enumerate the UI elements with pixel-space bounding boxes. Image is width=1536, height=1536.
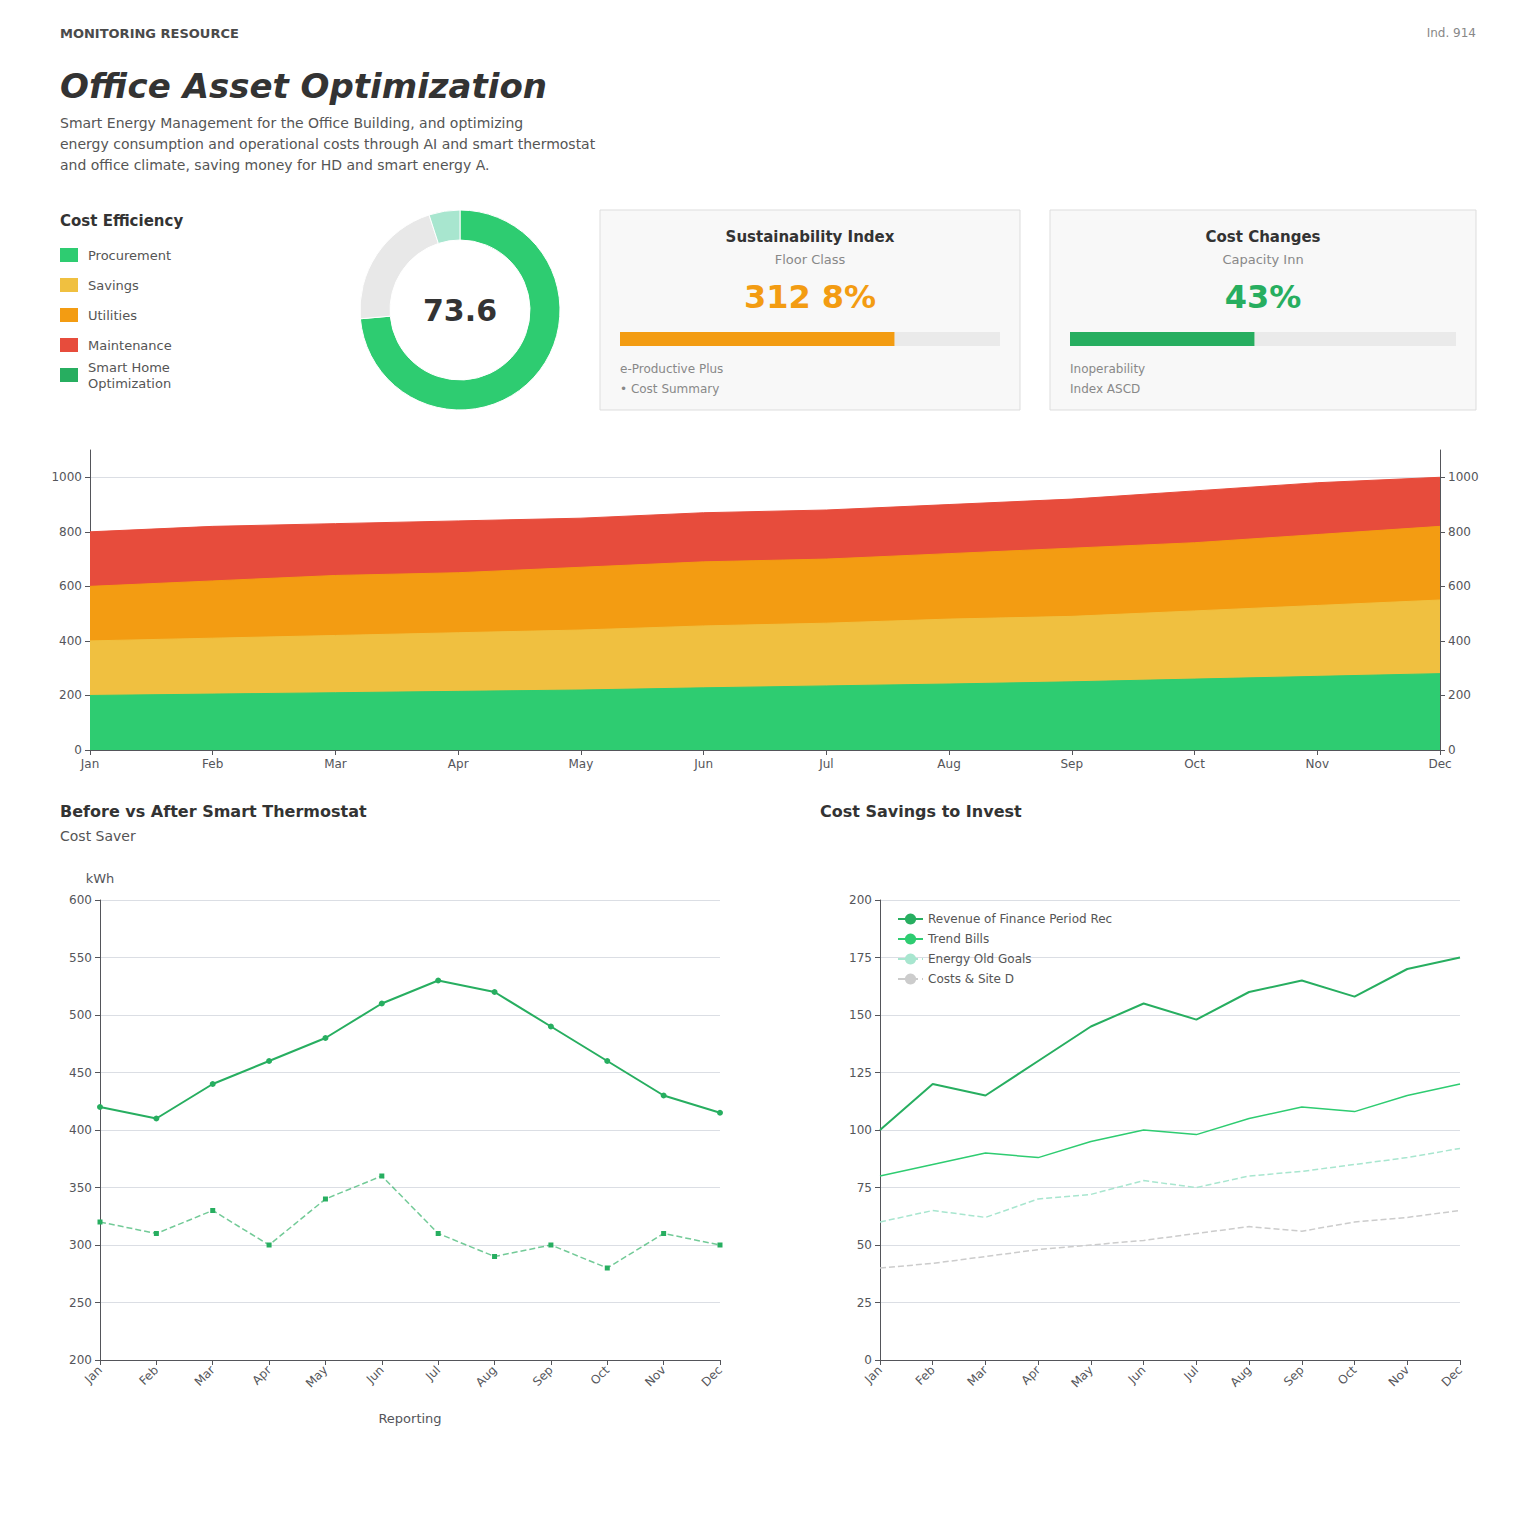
- svg-text:Optimization: Optimization: [88, 376, 171, 391]
- svg-text:Cost Saver: Cost Saver: [60, 828, 136, 844]
- svg-text:Mar: Mar: [965, 1363, 991, 1389]
- svg-text:Oct: Oct: [1184, 757, 1205, 771]
- svg-text:Before vs After Smart Thermost: Before vs After Smart Thermostat: [60, 802, 367, 821]
- svg-text:175: 175: [849, 951, 872, 965]
- svg-text:200: 200: [1448, 688, 1471, 702]
- svg-text:Maintenance: Maintenance: [88, 338, 172, 353]
- svg-text:Costs & Site D: Costs & Site D: [928, 972, 1014, 986]
- svg-text:Feb: Feb: [913, 1363, 938, 1388]
- svg-text:550: 550: [69, 951, 92, 965]
- svg-text:May: May: [569, 757, 594, 771]
- svg-text:Capacity Inn: Capacity Inn: [1222, 252, 1303, 267]
- svg-text:Feb: Feb: [202, 757, 223, 771]
- svg-text:43%: 43%: [1225, 278, 1302, 316]
- svg-text:Aug: Aug: [937, 757, 960, 771]
- svg-text:Nov: Nov: [642, 1363, 668, 1389]
- svg-text:450: 450: [69, 1066, 92, 1080]
- svg-text:Jan: Jan: [80, 757, 100, 771]
- svg-text:Nov: Nov: [1386, 1363, 1412, 1389]
- svg-text:Energy Old Goals: Energy Old Goals: [928, 952, 1032, 966]
- svg-text:150: 150: [849, 1008, 872, 1022]
- svg-text:250: 250: [69, 1296, 92, 1310]
- svg-text:Dec: Dec: [1428, 757, 1451, 771]
- svg-text:Sep: Sep: [530, 1363, 556, 1389]
- svg-text:Mar: Mar: [192, 1363, 218, 1389]
- svg-text:0: 0: [74, 743, 82, 757]
- svg-text:energy consumption and operati: energy consumption and operational costs…: [60, 136, 596, 152]
- svg-text:73.6: 73.6: [423, 293, 497, 328]
- svg-text:350: 350: [69, 1181, 92, 1195]
- svg-text:Oct: Oct: [588, 1363, 613, 1388]
- svg-text:Cost Savings to Invest: Cost Savings to Invest: [820, 802, 1022, 821]
- svg-text:e-Productive Plus: e-Productive Plus: [620, 362, 723, 376]
- svg-text:Jun: Jun: [363, 1363, 387, 1387]
- svg-text:125: 125: [849, 1066, 872, 1080]
- svg-text:Cost Efficiency: Cost Efficiency: [60, 212, 183, 230]
- svg-text:Dec: Dec: [1439, 1363, 1465, 1389]
- svg-text:May: May: [1068, 1363, 1095, 1390]
- svg-text:Jan: Jan: [861, 1363, 885, 1387]
- svg-text:312 8%: 312 8%: [744, 278, 876, 316]
- svg-text:Index ASCD: Index ASCD: [1070, 382, 1140, 396]
- svg-text:kWh: kWh: [86, 871, 115, 886]
- svg-text:800: 800: [1448, 525, 1471, 539]
- svg-text:Smart Home: Smart Home: [88, 360, 170, 375]
- svg-text:Inoperability: Inoperability: [1070, 362, 1145, 376]
- svg-text:Oct: Oct: [1335, 1363, 1360, 1388]
- svg-text:Sustainability Index: Sustainability Index: [726, 228, 895, 246]
- svg-text:Utilities: Utilities: [88, 308, 137, 323]
- svg-text:1000: 1000: [1448, 470, 1479, 484]
- svg-text:Savings: Savings: [88, 278, 139, 293]
- svg-text:Dec: Dec: [699, 1363, 725, 1389]
- svg-text:Jan: Jan: [81, 1363, 105, 1387]
- svg-text:Sep: Sep: [1281, 1363, 1307, 1389]
- svg-text:Floor Class: Floor Class: [775, 252, 846, 267]
- svg-text:200: 200: [69, 1353, 92, 1367]
- svg-text:Procurement: Procurement: [88, 248, 171, 263]
- svg-text:0: 0: [1448, 743, 1456, 757]
- svg-text:May: May: [303, 1363, 330, 1390]
- svg-text:Jun: Jun: [693, 757, 713, 771]
- svg-text:1000: 1000: [51, 470, 82, 484]
- svg-text:200: 200: [59, 688, 82, 702]
- svg-text:300: 300: [69, 1238, 92, 1252]
- svg-text:600: 600: [59, 579, 82, 593]
- svg-text:Reporting: Reporting: [378, 1411, 441, 1426]
- svg-text:Cost Changes: Cost Changes: [1206, 228, 1321, 246]
- svg-text:Aug: Aug: [1228, 1363, 1254, 1389]
- svg-text:Trend Bills: Trend Bills: [927, 932, 989, 946]
- svg-text:75: 75: [857, 1181, 872, 1195]
- svg-text:Apr: Apr: [1019, 1363, 1044, 1388]
- svg-text:800: 800: [59, 525, 82, 539]
- svg-text:600: 600: [1448, 579, 1471, 593]
- svg-text:MONITORING RESOURCE: MONITORING RESOURCE: [60, 26, 239, 41]
- svg-text:Nov: Nov: [1306, 757, 1329, 771]
- svg-text:400: 400: [59, 634, 82, 648]
- svg-text:Feb: Feb: [136, 1363, 161, 1388]
- svg-text:400: 400: [1448, 634, 1471, 648]
- svg-text:Sep: Sep: [1061, 757, 1084, 771]
- svg-text:0: 0: [864, 1353, 872, 1367]
- svg-text:100: 100: [849, 1123, 872, 1137]
- svg-text:• Cost Summary: • Cost Summary: [620, 382, 719, 396]
- svg-text:Smart Energy Management for th: Smart Energy Management for the Office B…: [60, 115, 523, 131]
- svg-text:Jul: Jul: [818, 757, 833, 771]
- svg-text:Revenue of Finance Period Rec: Revenue of Finance Period Rec: [928, 912, 1112, 926]
- svg-text:600: 600: [69, 893, 92, 907]
- svg-text:and office climate, saving mon: and office climate, saving money for HD …: [60, 157, 490, 173]
- svg-text:Jul: Jul: [422, 1363, 443, 1384]
- svg-text:Apr: Apr: [448, 757, 469, 771]
- svg-text:400: 400: [69, 1123, 92, 1137]
- svg-text:Office Asset Optimization: Office Asset Optimization: [60, 66, 547, 106]
- svg-text:Mar: Mar: [324, 757, 347, 771]
- svg-text:Jun: Jun: [1125, 1363, 1149, 1387]
- svg-text:200: 200: [849, 893, 872, 907]
- svg-text:50: 50: [857, 1238, 872, 1252]
- svg-text:Aug: Aug: [473, 1363, 499, 1389]
- svg-text:Apr: Apr: [249, 1363, 274, 1388]
- svg-text:Jul: Jul: [1180, 1363, 1201, 1384]
- svg-text:25: 25: [857, 1296, 872, 1310]
- svg-text:Ind. 914: Ind. 914: [1427, 26, 1476, 40]
- svg-text:500: 500: [69, 1008, 92, 1022]
